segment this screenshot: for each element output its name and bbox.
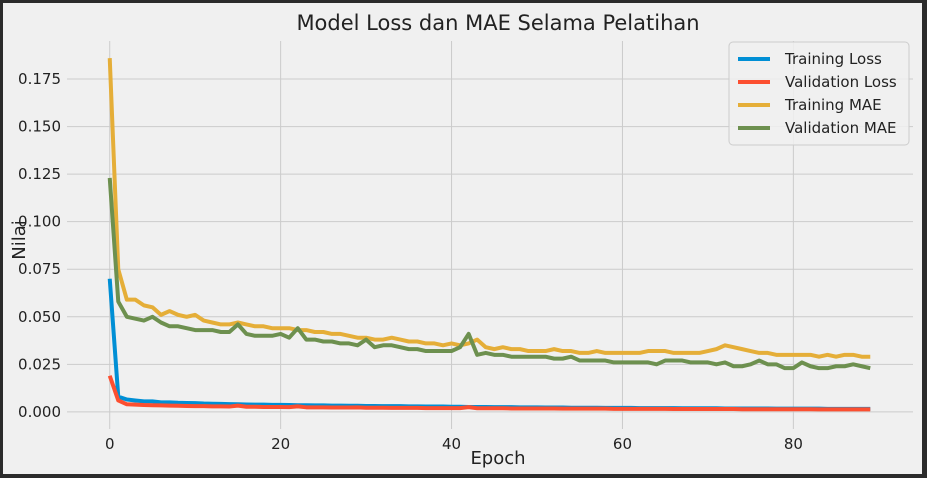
series-layer <box>107 58 871 412</box>
legend-label: Validation MAE <box>785 119 897 137</box>
y-tick-label: 0.075 <box>18 260 61 278</box>
series-line-validation-mae <box>107 177 871 371</box>
y-tick-label: 0.025 <box>18 355 61 373</box>
y-tick-label: 0.150 <box>18 118 61 136</box>
y-tick-label: 0.000 <box>18 403 61 421</box>
legend-label: Training Loss <box>784 50 882 68</box>
legend-box <box>728 41 910 146</box>
legend-label: Training MAE <box>784 96 882 114</box>
x-tick-label: 20 <box>271 435 290 453</box>
line-chart: 0 20 40 60 80 0.000 0.025 0.050 0.075 0.100 0.125 0… <box>3 3 922 474</box>
x-axis-label: Epoch <box>470 448 525 469</box>
y-tick-label: 0.100 <box>18 213 61 231</box>
y-tick-label: 0.050 <box>18 308 61 326</box>
chart-frame: 0 20 40 60 80 0.000 0.025 0.050 0.075 0.100 0.125 0… <box>3 3 922 474</box>
x-tick-label: 40 <box>442 435 461 453</box>
chart-title: Model Loss dan MAE Selama Pelatihan <box>296 11 699 35</box>
y-tick-label: 0.125 <box>18 165 61 183</box>
series-line-validation-loss <box>107 375 871 412</box>
ticks: 0 20 40 60 80 0.000 0.025 0.050 0.075 0.100 0.125 0… <box>18 70 803 453</box>
x-tick-label: 60 <box>613 435 632 453</box>
x-tick-label: 0 <box>105 435 115 453</box>
x-tick-label: 80 <box>784 435 803 453</box>
legend-label: Validation Loss <box>785 73 897 91</box>
legend: Training Loss Validation Loss Training MAE… <box>728 41 910 146</box>
series-line-training-mae <box>107 58 871 359</box>
y-axis-label: Nilai <box>9 220 30 260</box>
y-tick-label: 0.175 <box>18 70 61 88</box>
